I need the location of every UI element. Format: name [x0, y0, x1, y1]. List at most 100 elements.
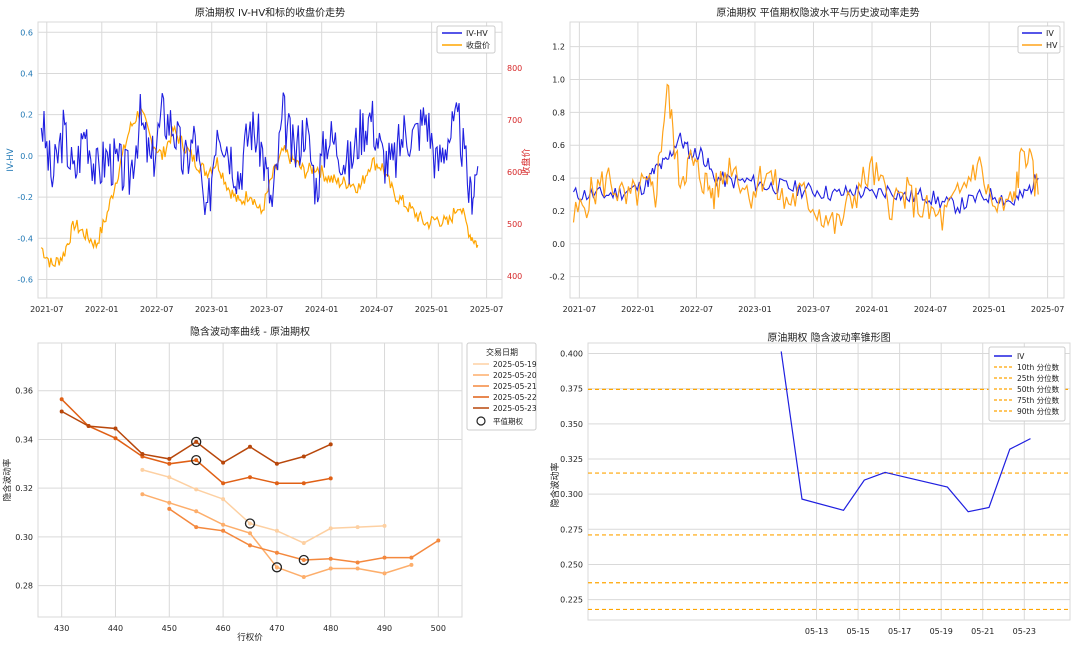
smile-point [248, 444, 252, 449]
legend: IV HV [1017, 25, 1061, 54]
x-tick-label: 05-23 [1013, 627, 1036, 636]
series-iv-hv-line [40, 92, 479, 215]
smile-point [328, 526, 333, 531]
y-tick-label: -0.2 [549, 273, 565, 282]
x-tick-label: 05-19 [930, 627, 953, 636]
y-right-axis-label: 收盘价 [520, 148, 532, 175]
x-tick-label: 2021-07 [30, 305, 63, 314]
x-tick-label: 2025-01 [972, 305, 1005, 314]
y-tick-label: 0.0 [20, 152, 33, 161]
smile-point [301, 540, 306, 545]
smile-point [274, 565, 279, 570]
smile-point [140, 452, 145, 457]
y-right-tick-label: 400 [507, 272, 522, 281]
legend-label: 2025-05-20 [493, 371, 537, 380]
y-tick-label: -0.6 [17, 275, 33, 284]
y-tick-label: 0.30 [15, 533, 33, 542]
atm-marker [271, 562, 283, 573]
smile-point [301, 558, 306, 563]
x-tick-label: 470 [269, 624, 284, 633]
x-tick-label: 05-17 [888, 627, 911, 636]
smile-point [167, 506, 172, 511]
smile-point [382, 523, 387, 528]
y-tick-label: 1.0 [552, 76, 565, 85]
legend-label-percentile: 10th 分位数 [1017, 362, 1060, 372]
x-tick-label: 2025-01 [415, 305, 448, 314]
chart-title: 原油期权 隐含波动率锥形图 [767, 331, 890, 344]
smile-point [140, 492, 145, 497]
smile-point [301, 481, 306, 486]
x-tick-label: 460 [215, 624, 230, 633]
legend: IV-HV 收盘价 [436, 25, 496, 54]
smile-point [328, 442, 333, 447]
smile-point [248, 521, 252, 526]
x-tick-label: 2024-07 [914, 305, 947, 314]
y-right-tick-label: 500 [507, 220, 522, 229]
x-tick-label: 2022-07 [680, 305, 713, 314]
chart-title: 原油期权 IV-HV和标的收盘价走势 [195, 6, 345, 19]
smile-point [355, 560, 360, 565]
smile-point [140, 467, 145, 472]
smile-point [328, 566, 333, 571]
smile-point [59, 409, 64, 414]
y-axis-label: 隐含波动率 [2, 458, 13, 501]
smile-point [355, 525, 360, 530]
smile-point [274, 481, 279, 486]
x-tick-label: 2022-07 [140, 305, 173, 314]
y-tick-label: 0.4 [20, 69, 33, 78]
y-tick-label: 0.32 [15, 484, 33, 493]
y-tick-label: 0.225 [560, 596, 583, 605]
smile-point [328, 476, 333, 481]
iv-hv-price-chart: 2021-07 2022-01 2022-07 2023-01 2023-07 2024-… [6, 6, 532, 314]
series-iv-line [780, 351, 1031, 513]
atm-marker [298, 554, 309, 566]
y-tick-label: 0.6 [20, 28, 33, 37]
legend-atm-marker [476, 416, 486, 426]
legend-label-percentile: 50th 分位数 [1017, 384, 1060, 394]
smile-point [194, 458, 199, 463]
smile-point [248, 475, 252, 480]
y-axis-label: 隐含波动率 [549, 462, 561, 507]
x-tick-label: 2023-07 [250, 305, 283, 314]
y-tick-label: 0.250 [560, 560, 583, 569]
legend-label-percentile: 90th 分位数 [1017, 406, 1060, 416]
legend-label-iv: IV [1017, 352, 1025, 361]
smile-point [221, 460, 226, 465]
x-tick-label: 490 [377, 624, 392, 633]
x-tick-label: 2023-07 [797, 305, 830, 314]
plot-frame [569, 21, 1065, 299]
chart-title: 隐含波动率曲线 - 原油期权 [190, 325, 310, 338]
x-tick-label: 2022-01 [85, 305, 118, 314]
iv-smile-chart: 430 440 450 460 470 480 490 500 0.28 0.30 0.32 0.34… [2, 325, 537, 643]
atm-marker [191, 455, 202, 466]
legend-label-percentile: 25th 分位数 [1017, 373, 1060, 383]
smile-point [113, 426, 118, 431]
x-tick-label: 450 [162, 624, 177, 633]
y-tick-label: 0.6 [552, 141, 565, 150]
y-tick-label: 0.8 [552, 108, 565, 117]
smile-line-2025-05-19 [142, 469, 385, 544]
y-axis-label: IV-HV [6, 148, 16, 171]
y-tick-label: 0.34 [15, 435, 33, 444]
y-right-tick-label: 600 [507, 168, 522, 177]
y-tick-label: 1.2 [552, 43, 565, 52]
x-tick-label: 480 [323, 624, 338, 633]
y-tick-label: -0.4 [17, 234, 33, 243]
y-tick-label: 0.0 [552, 240, 565, 249]
legend-label: 2025-05-21 [493, 382, 537, 391]
legend-label-close: 收盘价 [466, 40, 490, 50]
smile-point [221, 481, 226, 486]
x-axis-label: 行权价 [237, 632, 263, 643]
x-tick-label: 2022-01 [621, 305, 654, 314]
smile-point [86, 424, 91, 429]
plot-frame [37, 342, 463, 618]
y-tick-label: 0.275 [560, 525, 583, 534]
smile-point [382, 571, 387, 576]
x-tick-label: 2021-07 [563, 305, 596, 314]
y-tick-label: 0.28 [15, 582, 33, 591]
plot-frame [37, 21, 503, 299]
y-tick-label: 0.36 [15, 387, 33, 396]
legend-label-iv: IV [1046, 29, 1054, 38]
